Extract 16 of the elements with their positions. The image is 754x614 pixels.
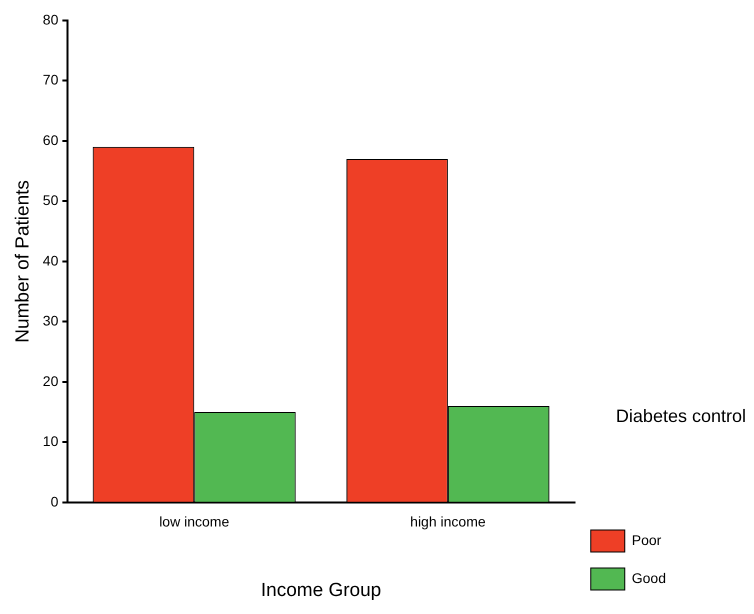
y-tick-label: 0 [50,493,59,510]
legend-label: Poor [632,532,662,548]
y-tick-label: 30 [42,312,59,329]
x-tick-label: low income [159,514,230,530]
y-tick-label: 10 [42,433,59,450]
y-tick-label: 40 [42,252,59,268]
x-axis-title: Income Group [260,580,382,601]
legend-title: Diabetes control [616,406,746,427]
y-tick-label: 70 [42,72,59,88]
y-tick-label: 20 [42,372,59,389]
y-axis-title: Number of Patients [12,180,34,343]
y-tick-label: 50 [42,192,59,208]
y-tick-label: 60 [42,132,59,148]
legend-label: Good [632,570,666,586]
x-tick-label: high income [410,514,486,530]
y-tick-label: 80 [42,11,59,28]
